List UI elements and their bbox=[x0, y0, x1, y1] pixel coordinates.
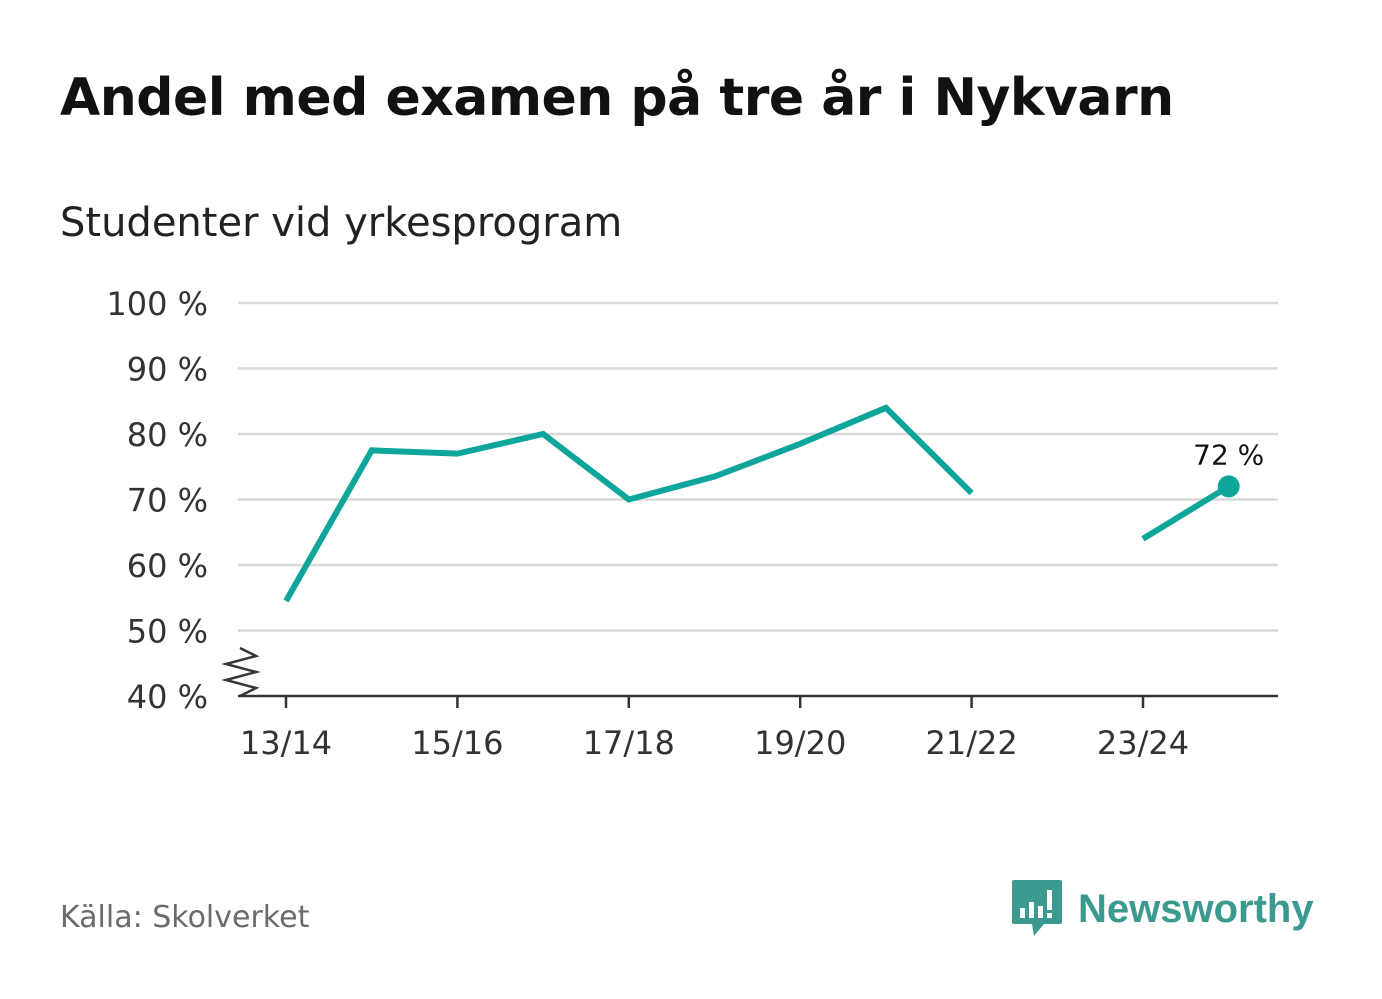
chart-title: Andel med examen på tre år i Nykvarn bbox=[60, 68, 1174, 128]
x-tick-label: 23/24 bbox=[1097, 724, 1189, 762]
x-tick-label: 13/14 bbox=[240, 724, 332, 762]
newsworthy-logo: Newsworthy bbox=[1010, 878, 1314, 940]
axis-break-zigzag bbox=[221, 646, 261, 698]
y-tick-label: 70 % bbox=[127, 482, 208, 520]
y-tick-label: 100 % bbox=[106, 285, 208, 323]
y-tick-label: 40 % bbox=[127, 678, 208, 716]
data-point-marker bbox=[1217, 475, 1240, 498]
y-tick-label: 50 % bbox=[127, 613, 208, 651]
newsworthy-logo-text: Newsworthy bbox=[1078, 886, 1314, 931]
data-label: 72 % bbox=[1193, 438, 1264, 471]
y-axis-labels: 40 % 50 % 60 % 70 % 80 % 90 % 100 % bbox=[106, 285, 208, 716]
series-line-segment bbox=[283, 404, 974, 603]
series-line-segment bbox=[1141, 483, 1231, 542]
x-tick-label: 15/16 bbox=[411, 724, 503, 762]
source-note: Källa: Skolverket bbox=[60, 900, 310, 935]
newsworthy-logo-icon bbox=[1012, 880, 1062, 936]
series-lines bbox=[283, 404, 1231, 603]
y-tick-label: 80 % bbox=[127, 416, 208, 454]
y-axis-break-icon bbox=[221, 646, 261, 698]
x-tick-label: 21/22 bbox=[925, 724, 1017, 762]
grid-lines bbox=[238, 301, 1278, 632]
x-tick-label: 19/20 bbox=[754, 724, 846, 762]
x-axis: 13/14 15/16 17/18 19/20 21/22 23/24 bbox=[238, 694, 1278, 762]
y-tick-label: 90 % bbox=[127, 351, 208, 389]
x-tick-label: 17/18 bbox=[583, 724, 675, 762]
annotations: 72 % bbox=[1193, 438, 1264, 498]
chart-subtitle: Studenter vid yrkesprogram bbox=[60, 200, 623, 246]
y-tick-label: 60 % bbox=[127, 547, 208, 585]
